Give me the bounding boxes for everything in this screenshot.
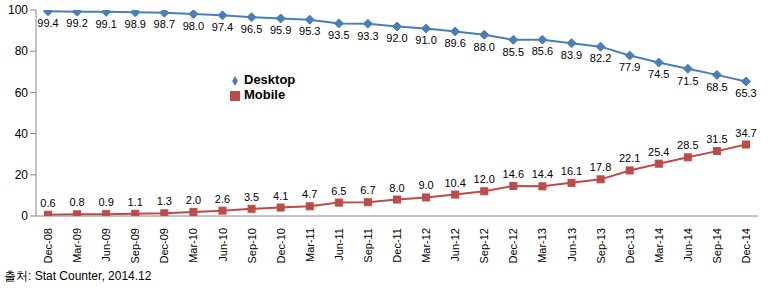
svg-text:74.5: 74.5: [648, 68, 669, 80]
svg-text:25.4: 25.4: [648, 146, 669, 158]
svg-text:99.4: 99.4: [37, 17, 58, 29]
svg-text:65.3: 65.3: [735, 87, 756, 99]
svg-text:Mar-13: Mar-13: [536, 228, 548, 263]
svg-text:4.1: 4.1: [273, 190, 288, 202]
svg-text:Mar-09: Mar-09: [71, 228, 83, 263]
html-text:Mobile: Mobile: [244, 87, 286, 102]
svg-text:20: 20: [15, 168, 29, 182]
svg-text:Dec-14: Dec-14: [740, 228, 752, 263]
svg-text:80: 80: [15, 44, 29, 58]
svg-text:Sep-14: Sep-14: [711, 228, 723, 263]
svg-text:85.5: 85.5: [503, 46, 524, 58]
svg-text:98.9: 98.9: [125, 18, 146, 30]
svg-text:96.5: 96.5: [241, 23, 262, 35]
svg-text:0: 0: [21, 209, 28, 223]
svg-text:6.5: 6.5: [331, 185, 346, 197]
svg-text:0.6: 0.6: [40, 197, 55, 209]
svg-text:Jun-09: Jun-09: [100, 228, 112, 262]
svg-text:14.6: 14.6: [503, 168, 524, 180]
svg-text:97.4: 97.4: [212, 21, 233, 33]
svg-text:Sep-11: Sep-11: [362, 228, 374, 263]
svg-text:40: 40: [15, 127, 29, 141]
svg-text:Dec-08: Dec-08: [42, 228, 54, 263]
svg-text:71.5: 71.5: [677, 75, 698, 87]
html-text:출처: Stat Counter, 2014.12: 출처: Stat Counter, 2014.12: [4, 269, 152, 283]
svg-text:Mar-10: Mar-10: [187, 228, 199, 263]
svg-text:Sep-09: Sep-09: [129, 228, 141, 263]
svg-text:6.7: 6.7: [360, 184, 375, 196]
svg-text:95.3: 95.3: [299, 25, 320, 37]
svg-text:98.7: 98.7: [154, 18, 175, 30]
svg-text:28.5: 28.5: [677, 139, 698, 151]
svg-text:Sep-12: Sep-12: [478, 228, 490, 263]
svg-text:85.6: 85.6: [532, 45, 553, 57]
html-text:Desktop: Desktop: [244, 72, 296, 87]
svg-text:Dec-11: Dec-11: [391, 228, 403, 263]
svg-text:10.4: 10.4: [444, 177, 465, 189]
svg-text:1.1: 1.1: [128, 196, 143, 208]
svg-text:Sep-10: Sep-10: [246, 228, 258, 263]
svg-text:89.6: 89.6: [444, 37, 465, 49]
svg-text:98.0: 98.0: [183, 20, 204, 32]
svg-text:60: 60: [15, 86, 29, 100]
svg-text:93.5: 93.5: [328, 29, 349, 41]
svg-text:2.0: 2.0: [186, 194, 201, 206]
svg-text:Dec-10: Dec-10: [275, 228, 287, 263]
svg-text:Mar-11: Mar-11: [304, 228, 316, 262]
svg-text:1.3: 1.3: [157, 195, 172, 207]
svg-text:12.0: 12.0: [474, 173, 495, 185]
svg-text:88.0: 88.0: [474, 41, 495, 53]
svg-text:34.7: 34.7: [735, 127, 756, 139]
svg-text:83.9: 83.9: [561, 49, 582, 61]
svg-text:Mar-14: Mar-14: [653, 228, 665, 263]
svg-text:Jun-13: Jun-13: [566, 228, 578, 262]
svg-text:Jun-10: Jun-10: [217, 228, 229, 262]
svg-text:3.5: 3.5: [244, 191, 259, 203]
svg-text:Dec-13: Dec-13: [624, 228, 636, 263]
svg-text:14.4: 14.4: [532, 168, 553, 180]
svg-text:9.0: 9.0: [418, 179, 433, 191]
svg-text:82.2: 82.2: [590, 52, 611, 64]
svg-text:95.9: 95.9: [270, 24, 291, 36]
svg-text:8.0: 8.0: [389, 182, 404, 194]
svg-text:68.5: 68.5: [706, 81, 727, 93]
svg-text:Mar-12: Mar-12: [420, 228, 432, 263]
svg-text:31.5: 31.5: [706, 133, 727, 145]
svg-text:93.3: 93.3: [357, 30, 378, 42]
svg-text:92.0: 92.0: [386, 32, 407, 44]
svg-text:Dec-12: Dec-12: [507, 228, 519, 263]
svg-text:Jun-12: Jun-12: [449, 228, 461, 262]
svg-text:77.9: 77.9: [619, 61, 640, 73]
svg-text:Dec-09: Dec-09: [158, 228, 170, 263]
svg-text:0.8: 0.8: [69, 196, 84, 208]
svg-text:4.7: 4.7: [302, 188, 317, 200]
svg-text:99.2: 99.2: [66, 17, 87, 29]
svg-text:16.1: 16.1: [561, 165, 582, 177]
svg-text:Jun-14: Jun-14: [682, 228, 694, 262]
svg-text:22.1: 22.1: [619, 152, 640, 164]
svg-text:17.8: 17.8: [590, 161, 611, 173]
svg-text:100: 100: [8, 3, 28, 17]
svg-text:2.6: 2.6: [215, 193, 230, 205]
svg-text:99.1: 99.1: [95, 18, 116, 30]
svg-text:91.0: 91.0: [415, 34, 436, 46]
svg-text:Jun-11: Jun-11: [333, 228, 345, 261]
svg-text:Sep-13: Sep-13: [595, 228, 607, 263]
svg-text:0.9: 0.9: [99, 196, 114, 208]
